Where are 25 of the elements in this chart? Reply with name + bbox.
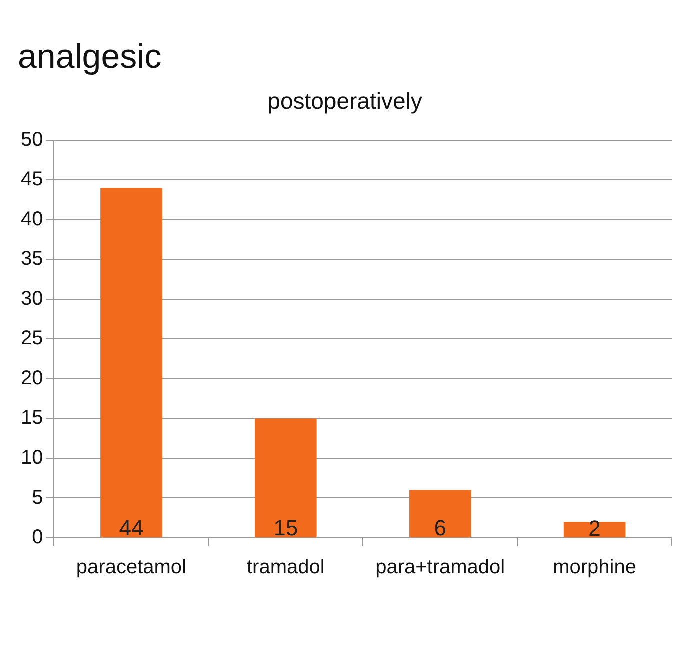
bar [409,490,472,538]
chart-subtitle: postoperatively [268,88,423,114]
bar [564,522,626,538]
x-tick-label: paracetamol [76,556,186,579]
data-label: 44 [119,516,144,541]
bar [100,188,162,538]
y-tick-label: 25 [20,328,44,350]
data-label: 6 [434,516,446,541]
data-label: 15 [274,516,298,541]
y-tick-label: 5 [32,486,44,509]
y-tick-label: 0 [32,526,44,549]
y-tick-label: 35 [20,248,44,270]
y-tick-label: 15 [20,407,44,430]
y-tick-label: 10 [20,446,44,469]
y-tick-label: 20 [20,367,44,390]
bar [255,418,317,538]
x-tick-label: morphine [553,556,636,579]
x-tick-label: tramadol [247,556,325,579]
chart-title: analgesic [18,38,162,76]
y-tick-label: 45 [20,168,44,191]
x-tick-label: para+tramadol [376,556,506,579]
y-tick-label: 30 [20,288,44,310]
y-tick-label: 50 [20,128,44,151]
y-tick-label: 40 [20,208,44,230]
data-label: 2 [588,516,601,541]
